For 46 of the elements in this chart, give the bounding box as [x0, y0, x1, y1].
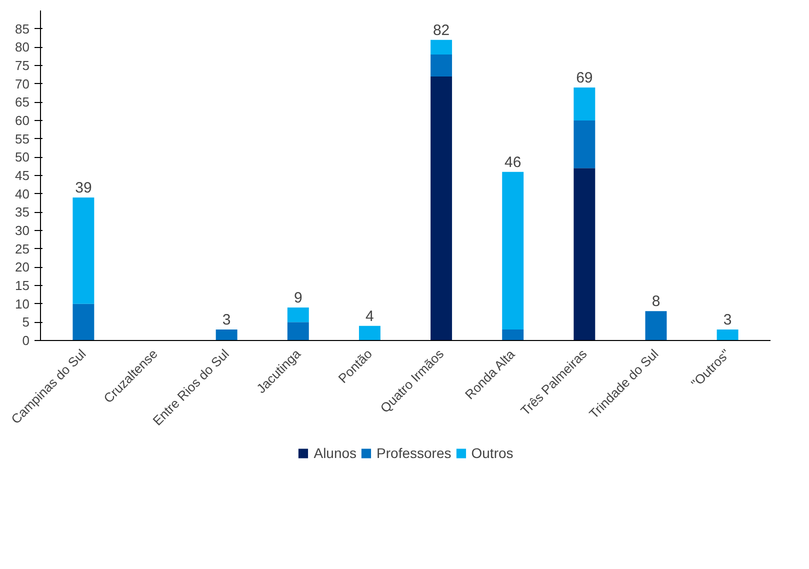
total-label: 8 — [652, 293, 660, 310]
bar — [645, 311, 667, 340]
y-tick-label: 45 — [15, 168, 30, 183]
y-tick-label: 40 — [15, 186, 30, 202]
bar — [216, 330, 238, 340]
total-label: 4 — [366, 308, 374, 325]
bar — [574, 88, 596, 120]
y-tick-label: 10 — [15, 296, 30, 312]
total-label: 9 — [294, 290, 302, 306]
bar — [72, 304, 94, 340]
y-tick-label: 5 — [22, 314, 30, 330]
y-tick-label: 55 — [15, 131, 30, 146]
total-label: 46 — [504, 154, 522, 171]
bar — [430, 76, 452, 340]
legend-label: Outros — [471, 445, 514, 461]
legend-label: Professores — [376, 445, 452, 461]
total-label: 39 — [75, 180, 92, 196]
bar — [430, 40, 452, 54]
bar — [574, 168, 596, 340]
y-tick-label: 15 — [15, 278, 30, 293]
y-tick-label: 75 — [15, 58, 30, 73]
bar — [716, 330, 738, 340]
y-tick-label: 30 — [15, 223, 30, 238]
y-tick-label: 50 — [15, 150, 30, 165]
bar — [72, 198, 94, 304]
y-tick-label: 70 — [15, 76, 30, 92]
y-tick-label: 0 — [22, 333, 30, 348]
total-label: 3 — [222, 312, 231, 328]
bar — [574, 120, 596, 168]
total-label: 69 — [576, 70, 593, 86]
y-tick-label: 35 — [15, 204, 30, 220]
bar — [287, 322, 309, 340]
y-tick-label: 25 — [15, 241, 30, 256]
y-tick-label: 60 — [15, 113, 30, 128]
legend-label: Alunos — [314, 445, 357, 461]
y-tick-label: 20 — [15, 260, 30, 275]
total-label: 3 — [723, 312, 732, 328]
total-label: 82 — [432, 22, 450, 39]
bar — [287, 308, 309, 322]
y-tick-label: 80 — [15, 40, 30, 55]
bar — [502, 330, 524, 340]
bar — [502, 172, 524, 330]
y-tick-label: 65 — [15, 94, 30, 110]
bar — [430, 54, 452, 76]
bar — [358, 326, 380, 340]
y-tick-label: 85 — [15, 21, 30, 36]
